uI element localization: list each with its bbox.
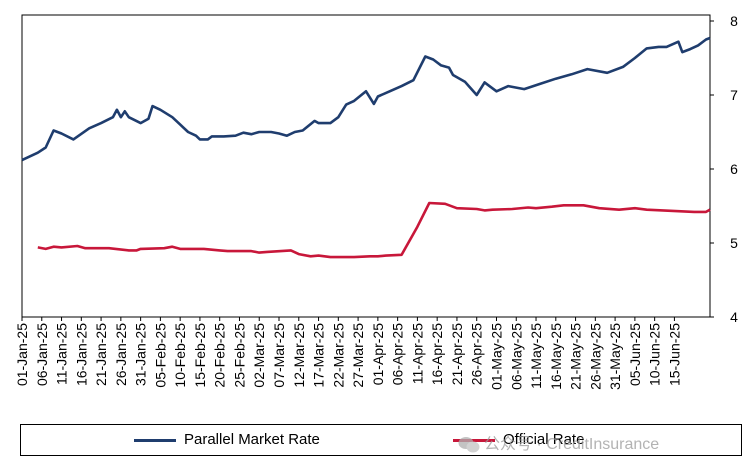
legend-swatch-parallel: [134, 438, 176, 442]
legend-label-parallel: Parallel Market Rate: [184, 431, 320, 448]
watermark-text: 公众号 · CreditInsurance: [484, 436, 660, 453]
x-tick-label: 15-Jun-25: [666, 323, 682, 386]
x-tick-label: 10-Feb-25: [172, 323, 188, 388]
legend-item-official: Official Rate: [453, 431, 584, 448]
x-tick-label: 05-Jun-25: [627, 323, 643, 386]
watermark: 公众号 · CreditInsurance: [458, 430, 659, 454]
plot-area: [21, 14, 711, 318]
x-tick-label: 21-Apr-25: [449, 323, 465, 385]
x-tick-label: 26-May-25: [587, 323, 603, 390]
legend-swatch-official: [453, 438, 495, 442]
x-tick-label: 20-Feb-25: [212, 323, 228, 388]
x-tick-label: 16-Jan-25: [73, 323, 89, 386]
x-tick-label: 31-May-25: [607, 323, 623, 390]
x-tick-label: 12-Mar-25: [291, 323, 307, 388]
x-tick-label: 21-May-25: [568, 323, 584, 390]
y-tick-label: 8: [730, 13, 738, 29]
x-tick-label: 01-May-25: [488, 323, 504, 390]
x-tick-label: 25-Feb-25: [231, 323, 247, 388]
x-tick-label: 27-Mar-25: [350, 323, 366, 388]
x-tick-label: 07-Mar-25: [271, 323, 287, 388]
x-tick-label: 16-May-25: [548, 323, 564, 390]
x-tick-label: 01-Apr-25: [370, 323, 386, 385]
x-tick-label: 05-Feb-25: [152, 323, 168, 388]
x-tick-label: 11-Jan-25: [54, 323, 70, 385]
x-tick-label: 15-Feb-25: [192, 323, 208, 388]
series-line-parallel: [21, 36, 711, 162]
legend: Parallel Market Rate Official Rate: [20, 424, 742, 456]
x-tick-label: 22-Mar-25: [330, 323, 346, 388]
legend-label-official: Official Rate: [503, 431, 585, 448]
series-group: [21, 36, 711, 259]
y-tick-label: 7: [730, 87, 738, 103]
x-tick-label: 26-Apr-25: [469, 323, 485, 385]
x-tick-label: 17-Mar-25: [311, 323, 327, 388]
wechat-icon: [458, 436, 480, 453]
y-tick-label: 4: [730, 309, 738, 325]
x-axis: 01-Jan-25 06-Jan-25 11-Jan-25 16-Jan-25 21-J…: [14, 317, 682, 390]
x-tick-label: 06-Apr-25: [390, 323, 406, 385]
x-tick-label: 01-Jan-25: [14, 323, 30, 386]
x-tick-label: 26-Jan-25: [113, 323, 129, 386]
x-tick-label: 11-May-25: [528, 323, 544, 389]
x-tick-label: 10-Jun-25: [647, 323, 663, 386]
legend-item-parallel: Parallel Market Rate: [134, 431, 320, 448]
y-tick-label: 6: [730, 161, 738, 177]
x-tick-label: 16-Apr-25: [429, 323, 445, 385]
x-tick-label: 31-Jan-25: [133, 323, 149, 386]
x-tick-label: 06-May-25: [508, 323, 524, 390]
x-tick-label: 11-Apr-25: [409, 323, 425, 384]
x-tick-label: 21-Jan-25: [93, 323, 109, 386]
y-axis: 4 5 6 7 8: [710, 13, 738, 325]
x-tick-label: 02-Mar-25: [251, 323, 267, 388]
y-tick-label: 5: [730, 235, 738, 251]
series-line-official: [37, 201, 711, 259]
x-tick-label: 06-Jan-25: [34, 323, 50, 386]
